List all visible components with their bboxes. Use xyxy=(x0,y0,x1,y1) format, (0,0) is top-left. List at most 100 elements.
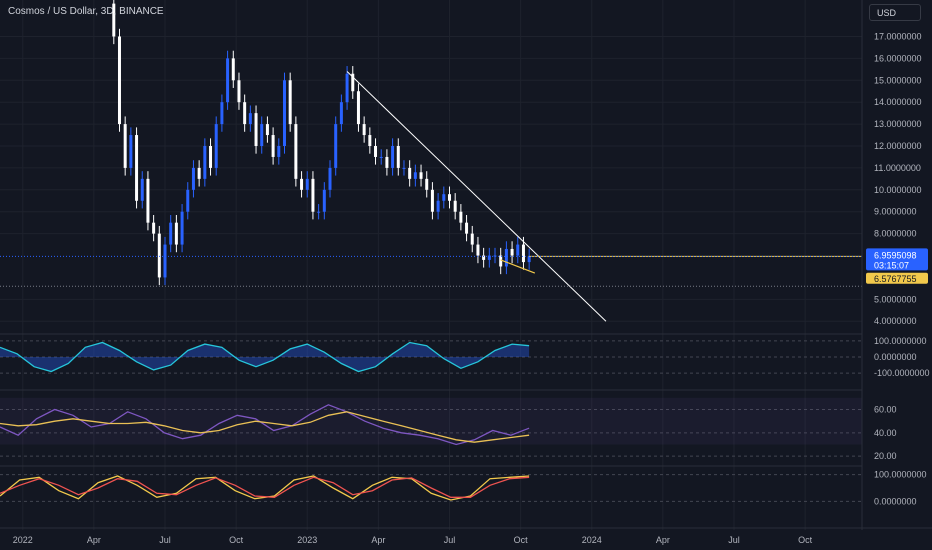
candle-body-60 xyxy=(447,194,451,201)
price-tick-2: 15.0000000 xyxy=(874,75,922,85)
candle-body-32 xyxy=(288,80,292,125)
price-tick-9: 8.0000000 xyxy=(874,229,917,239)
last-price-label: 6.9595098 xyxy=(874,250,917,260)
time-tick-5: Apr xyxy=(371,535,385,545)
candle-body-30 xyxy=(277,146,281,157)
candle-body-2 xyxy=(117,36,121,125)
arrow-2 xyxy=(500,259,536,274)
time-tick-9: Apr xyxy=(656,535,670,545)
price-tick-10: 5.0000000 xyxy=(874,294,917,304)
candle-body-15 xyxy=(191,167,195,190)
candle-body-65 xyxy=(476,244,480,256)
candle-body-26 xyxy=(254,113,258,146)
candle-body-16 xyxy=(197,167,201,179)
candle-body-4 xyxy=(129,135,133,168)
candle-body-71 xyxy=(510,248,514,256)
price-axis[interactable]: 17.0000000 16.0000000 15.0000000 14.0000000… xyxy=(861,0,932,550)
price-tick-7: 10.0000000 xyxy=(874,185,922,195)
price-tick-8: 9.0000000 xyxy=(874,207,917,217)
symbol-title: Cosmos / US Dollar, 3D, BINANCE xyxy=(8,6,164,17)
candle-body-23 xyxy=(237,80,241,103)
candle-body-69 xyxy=(499,255,503,267)
candle-body-18 xyxy=(209,146,213,168)
candle-body-29 xyxy=(271,135,275,157)
rsi-panel-series-0 xyxy=(0,404,530,446)
grid-lines xyxy=(0,0,932,530)
price-tick-3: 14.0000000 xyxy=(874,97,922,107)
stoch-panel-series-1 xyxy=(0,476,530,498)
candle-body-63 xyxy=(465,222,469,234)
currency-button[interactable]: USD xyxy=(869,4,921,21)
price-panel[interactable] xyxy=(0,0,862,322)
candle-body-9 xyxy=(157,233,161,278)
time-tick-0: 2022 xyxy=(13,535,33,545)
trendline-0 xyxy=(346,71,607,322)
candle-body-10 xyxy=(163,244,167,278)
candle-body-41 xyxy=(339,102,343,125)
candle-body-3 xyxy=(123,124,127,168)
stochastic-panel[interactable] xyxy=(0,474,862,502)
rsi-panel-tick-2: 20.00 xyxy=(874,451,897,461)
candle-body-55 xyxy=(419,172,423,179)
candle-body-45 xyxy=(362,124,366,136)
price-tick-11: 4.0000000 xyxy=(874,316,917,326)
candle-body-11 xyxy=(169,222,173,245)
osc-panel-tick-0: 100.0000000 xyxy=(874,336,927,346)
time-tick-3: Oct xyxy=(229,535,244,545)
candle-body-25 xyxy=(248,113,252,125)
rsi-panel[interactable] xyxy=(0,397,862,457)
price-tick-6: 11.0000000 xyxy=(874,163,921,173)
rsi-panel-tick-1: 40.00 xyxy=(874,428,897,438)
candle-body-58 xyxy=(436,200,440,212)
candle-body-1 xyxy=(112,3,116,37)
stoch-panel-tick-1: 0.0000000 xyxy=(874,496,917,506)
candle-body-8 xyxy=(152,222,156,234)
candle-body-50 xyxy=(391,146,395,168)
candle-body-59 xyxy=(442,194,446,201)
candle-body-54 xyxy=(413,172,417,179)
osc-panel-area-0 xyxy=(0,342,530,372)
candle-body-13 xyxy=(180,211,184,245)
countdown-label: 03:15:07 xyxy=(874,260,909,270)
candle-body-43 xyxy=(351,73,355,92)
osc-panel-series-0 xyxy=(0,341,530,373)
osc-panel-tick-2: -100.0000000 xyxy=(874,368,930,378)
candle-body-12 xyxy=(174,222,178,245)
candle-body-56 xyxy=(425,178,429,190)
time-tick-11: Oct xyxy=(798,535,813,545)
candle-body-46 xyxy=(368,135,372,146)
time-axis[interactable]: 2022 Apr Jul Oct 2023 Apr Jul Oct 2024 Apr Jul Oct xyxy=(0,527,932,545)
candle-body-72 xyxy=(516,244,520,256)
price-tick-0: 17.0000000 xyxy=(874,31,922,41)
candle-body-17 xyxy=(203,146,207,179)
candle-body-53 xyxy=(408,167,412,179)
rsi-panel-series-1 xyxy=(0,411,530,443)
candle-body-44 xyxy=(356,91,360,125)
candle-body-24 xyxy=(243,102,247,125)
time-tick-4: 2023 xyxy=(297,535,317,545)
candle-body-5 xyxy=(135,135,139,201)
currency-label: USD xyxy=(877,7,897,18)
candle-body-51 xyxy=(396,146,400,168)
candle-body-73 xyxy=(521,244,525,263)
candle-body-74 xyxy=(527,256,531,263)
candle-body-19 xyxy=(214,124,218,168)
candle-body-47 xyxy=(374,146,378,157)
candle-body-62 xyxy=(459,211,463,223)
candle-body-20 xyxy=(220,102,224,125)
rsi-panel-tick-0: 60.00 xyxy=(874,405,897,415)
price-tick-5: 12.0000000 xyxy=(874,141,922,151)
candle-body-49 xyxy=(385,156,389,168)
time-tick-2: Jul xyxy=(159,535,171,545)
candle-body-6 xyxy=(140,178,144,201)
candle-body-40 xyxy=(334,124,338,168)
time-tick-10: Jul xyxy=(728,535,740,545)
candle-body-7 xyxy=(146,178,150,223)
osc-panel-tick-1: 0.0000000 xyxy=(874,352,917,362)
candle-body-64 xyxy=(470,233,474,245)
candle-body-21 xyxy=(226,58,230,103)
oscillator-panel[interactable] xyxy=(0,340,862,374)
stoch-panel-tick-0: 100.0000000 xyxy=(874,470,927,480)
candle-body-36 xyxy=(311,178,315,212)
